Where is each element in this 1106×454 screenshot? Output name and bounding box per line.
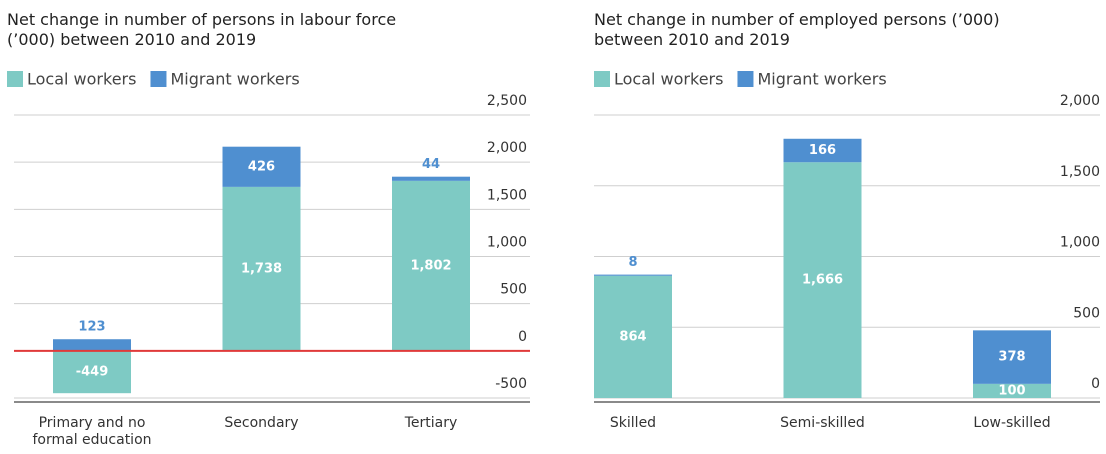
bar-segment: [973, 330, 1051, 384]
chart-title: Net change in number of persons in labou…: [7, 10, 397, 49]
legend-swatch: [150, 71, 167, 87]
value-label: -449: [76, 365, 109, 380]
bar-segment: [392, 176, 470, 181]
y-tick-label: 0: [518, 329, 527, 345]
bar-segment: [783, 138, 862, 163]
bar-segment: [53, 350, 131, 394]
y-tick-label: 1,500: [487, 187, 527, 203]
y-tick-label: 0: [1091, 376, 1100, 392]
value-label: 123: [78, 320, 105, 335]
y-tick-label: 2,000: [487, 140, 527, 156]
y-tick-label: 2,000: [1060, 93, 1100, 109]
x-tick-label: Tertiary: [404, 415, 458, 431]
value-label: 864: [619, 329, 646, 344]
value-label: 1,802: [410, 258, 451, 273]
legend-label: Migrant workers: [757, 70, 886, 89]
x-tick-label: Primary and no formal education: [32, 415, 152, 448]
value-label: 1,738: [241, 261, 282, 276]
bar-segment: [53, 339, 131, 351]
bar-segment: [392, 180, 470, 351]
chart-title: Net change in number of employed persons…: [594, 10, 1000, 49]
value-label: 8: [628, 255, 637, 270]
bar-segment: [222, 186, 301, 351]
x-tick-label: Low-skilled: [973, 415, 1051, 431]
x-tick-label: Skilled: [609, 415, 657, 431]
bar-segment: [973, 383, 1051, 398]
y-tick-label: 500: [1073, 305, 1100, 321]
bar-segment: [594, 274, 672, 276]
y-tick-label: 2,500: [487, 93, 527, 109]
bar-segment: [783, 162, 862, 398]
bar-segment: [222, 146, 301, 187]
value-label: 166: [809, 143, 836, 158]
y-tick-label: 1,000: [487, 235, 527, 251]
legend-swatch: [737, 71, 754, 87]
x-tick-label: Semi-skilled: [780, 415, 865, 431]
legend-label: Migrant workers: [170, 70, 299, 89]
value-label: 100: [998, 383, 1025, 398]
x-tick-label: Secondary: [224, 415, 299, 431]
y-tick-label: -500: [495, 376, 527, 392]
value-label: 378: [998, 350, 1025, 365]
legend-swatch: [594, 71, 610, 87]
value-label: 1,666: [802, 273, 843, 288]
value-label: 44: [422, 157, 440, 172]
y-tick-label: 500: [500, 282, 527, 298]
bar-segment: [594, 275, 672, 398]
legend-label: Local workers: [614, 70, 723, 89]
value-label: 426: [248, 159, 275, 174]
y-tick-label: 1,000: [1060, 235, 1100, 251]
y-tick-label: 1,500: [1060, 164, 1100, 180]
legend-label: Local workers: [27, 70, 136, 89]
legend-swatch: [7, 71, 23, 87]
